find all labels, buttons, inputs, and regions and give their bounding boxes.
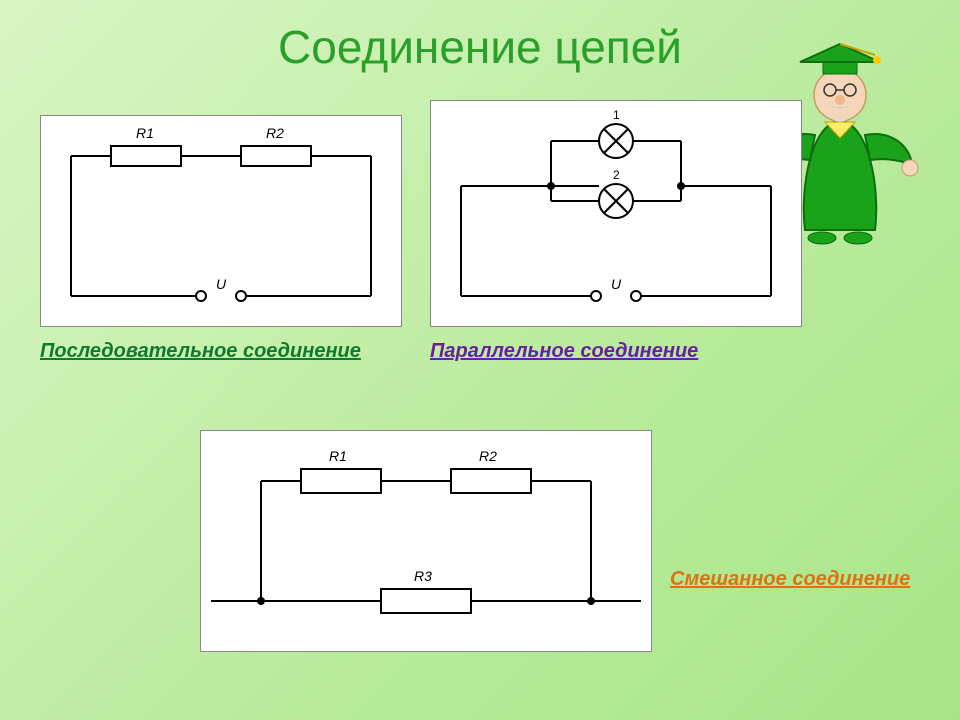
mixed-circuit: R1 R2 R3: [200, 430, 652, 657]
label-mixed-r3: R3: [414, 568, 432, 584]
label-mixed-r1: R1: [329, 448, 347, 464]
label-r1: R1: [136, 125, 154, 141]
label-lamp1: 1: [613, 108, 620, 122]
label-r2: R2: [266, 125, 284, 141]
label-u-parallel: U: [611, 276, 622, 292]
series-circuit-svg: R1 R2 U: [40, 115, 402, 327]
parallel-caption: Параллельное соединение: [430, 340, 802, 363]
label-lamp2: 2: [613, 168, 620, 182]
series-caption: Последовательное соединение: [40, 340, 402, 363]
mixed-caption: Смешанное соединение: [670, 568, 910, 591]
mixed-circuit-svg: R1 R2 R3: [200, 430, 652, 652]
series-circuit: R1 R2 U Последовательное соединение: [40, 115, 402, 363]
parallel-circuit-svg: 1 2 U: [430, 100, 802, 327]
label-mixed-r2: R2: [479, 448, 497, 464]
parallel-circuit: 1 2 U Параллельное соединение: [430, 100, 802, 363]
label-u-series: U: [216, 276, 227, 292]
